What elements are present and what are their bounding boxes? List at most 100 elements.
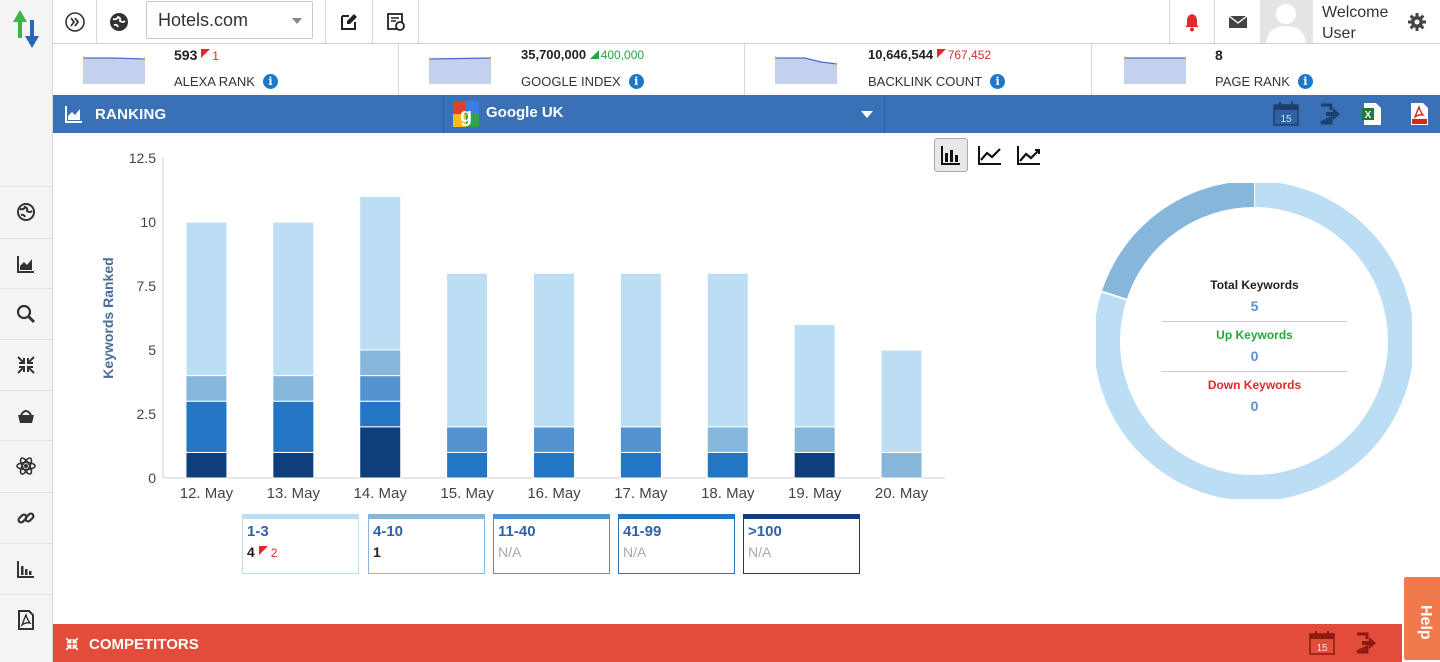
info-icon[interactable]: i bbox=[262, 74, 278, 89]
page-rank-label: PAGE RANK i bbox=[1215, 74, 1313, 89]
chevron-down-icon bbox=[292, 18, 302, 24]
rail-item-pdf[interactable] bbox=[0, 594, 52, 644]
calendar-button[interactable]: 15 bbox=[1272, 101, 1300, 127]
x-tick-label: 18. May bbox=[701, 485, 755, 502]
avatar[interactable] bbox=[1260, 0, 1313, 43]
edit-button[interactable] bbox=[325, 0, 373, 43]
info-icon[interactable]: i bbox=[628, 74, 644, 89]
bar-segment bbox=[185, 221, 228, 377]
rail-item-globe[interactable] bbox=[0, 186, 52, 236]
trend-chart-toggle[interactable] bbox=[1012, 138, 1046, 172]
rail-item-links[interactable] bbox=[0, 492, 52, 542]
info-icon[interactable]: i bbox=[990, 74, 1006, 89]
help-label: Help bbox=[1417, 605, 1434, 640]
bar-segment bbox=[533, 426, 575, 453]
legend-count-value: 4 bbox=[247, 544, 255, 560]
legend-box[interactable]: 1-3 4 2 bbox=[242, 514, 359, 574]
backlink-count-value: 10,646,544 767,452 bbox=[868, 47, 992, 62]
legend-box[interactable]: >100 N/A bbox=[743, 514, 860, 574]
divider bbox=[1162, 321, 1347, 322]
up-keywords-label: Up Keywords bbox=[1216, 328, 1293, 342]
user-name: User bbox=[1322, 25, 1356, 42]
legend-count: 1 bbox=[373, 544, 480, 560]
donut-slice bbox=[1096, 183, 1412, 499]
down-flag-icon bbox=[936, 49, 946, 58]
globe-button[interactable] bbox=[97, 0, 141, 43]
legend-count: N/A bbox=[748, 544, 772, 560]
chevron-down-icon bbox=[861, 111, 873, 118]
export-icon bbox=[1356, 632, 1376, 654]
notifications-button[interactable] bbox=[1169, 0, 1214, 43]
google-index-sparkline bbox=[429, 56, 491, 84]
bar-segment bbox=[619, 272, 662, 428]
y-tick-label: 2.5 bbox=[137, 406, 157, 422]
rail-item-bar-chart[interactable] bbox=[0, 543, 52, 593]
settings-report-button[interactable] bbox=[373, 0, 419, 43]
legend-box[interactable]: 4-10 1 bbox=[368, 514, 485, 574]
rail-item-ranking[interactable] bbox=[0, 238, 52, 288]
legend-count: N/A bbox=[498, 544, 522, 560]
competitors-export-button[interactable] bbox=[1352, 630, 1380, 656]
messages-button[interactable] bbox=[1214, 0, 1260, 43]
up-flag-icon bbox=[589, 50, 599, 59]
competitors-header[interactable]: COMPETITORS 15 bbox=[53, 624, 1402, 662]
help-tab[interactable]: Help bbox=[1402, 575, 1440, 662]
rail-item-search[interactable] bbox=[0, 288, 52, 338]
google-logo-icon: g bbox=[453, 101, 479, 127]
y-axis-label: Keywords Ranked bbox=[100, 257, 116, 378]
y-tick-label: 0 bbox=[148, 470, 156, 486]
backlink-count-label: BACKLINK COUNT i bbox=[868, 74, 1006, 89]
site-select[interactable]: Hotels.com bbox=[146, 1, 313, 39]
x-tick-label: 15. May bbox=[440, 485, 494, 502]
pdf-export-button[interactable] bbox=[1405, 101, 1433, 127]
backlink-sparkline bbox=[775, 56, 837, 84]
bar-segment bbox=[880, 349, 923, 453]
calendar-icon: 15 bbox=[1309, 631, 1335, 655]
legend-box[interactable]: 41-99 N/A bbox=[618, 514, 735, 574]
search-icon bbox=[16, 304, 36, 323]
excel-export-button[interactable]: X bbox=[1358, 101, 1386, 127]
divider bbox=[1162, 371, 1347, 372]
down-keywords-label: Down Keywords bbox=[1207, 378, 1302, 392]
y-tick-label: 7.5 bbox=[137, 278, 157, 294]
welcome-text: Welcome User bbox=[1322, 2, 1388, 44]
competitors-calendar-button[interactable]: 15 bbox=[1308, 630, 1336, 656]
pdf-file-icon bbox=[18, 609, 34, 630]
legend-box[interactable]: 11-40 N/A bbox=[493, 514, 610, 574]
export-icon bbox=[1320, 103, 1340, 125]
search-engine-value: Google UK bbox=[486, 104, 564, 121]
export-button[interactable] bbox=[1316, 101, 1344, 127]
bar-chart-toggle[interactable] bbox=[934, 138, 968, 172]
bar-segment bbox=[793, 426, 836, 453]
up-down-arrows-icon bbox=[13, 10, 39, 48]
svg-text:X: X bbox=[1365, 110, 1372, 121]
ranking-bar-chart: 0 2.5 5 7.5 10 12.5 Keywords Ranked 12. May 13. … bbox=[100, 150, 945, 502]
compress-arrows-icon bbox=[65, 637, 79, 651]
line-chart-toggle[interactable] bbox=[973, 138, 1007, 172]
donut-slice bbox=[1101, 183, 1255, 300]
rail-item-atom[interactable] bbox=[0, 440, 52, 490]
expand-sidebar-button[interactable] bbox=[53, 0, 97, 43]
donut-stats: Total Keywords 5 Up Keywords 0 Down Keyw… bbox=[1162, 278, 1347, 414]
x-tick-label: 16. May bbox=[527, 485, 581, 502]
bar-chart-icon bbox=[17, 560, 34, 578]
metric-google-index: 35,700,000 400,000 GOOGLE INDEX i bbox=[399, 44, 745, 95]
bar-segment bbox=[446, 426, 489, 453]
rail-item-competitors[interactable] bbox=[0, 339, 52, 389]
google-index-label: GOOGLE INDEX i bbox=[521, 74, 644, 89]
ranking-header: RANKING g Google UK 15 X bbox=[53, 95, 1440, 133]
rail-item-basket[interactable] bbox=[0, 390, 52, 440]
google-index-value: 35,700,000 400,000 bbox=[521, 47, 645, 62]
search-engine-select[interactable]: g Google UK bbox=[443, 95, 885, 133]
legend-range: 1-3 bbox=[247, 523, 269, 540]
alexa-rank-value: 593 1 bbox=[174, 47, 219, 63]
bar-segment bbox=[706, 426, 749, 453]
bar-segment bbox=[706, 272, 749, 428]
bar-segment bbox=[706, 451, 749, 479]
bar-chart-icon bbox=[941, 146, 960, 165]
info-icon[interactable]: i bbox=[1297, 74, 1313, 89]
settings-button[interactable] bbox=[1397, 0, 1437, 43]
globe-icon bbox=[17, 202, 35, 221]
app-logo[interactable] bbox=[0, 0, 52, 60]
